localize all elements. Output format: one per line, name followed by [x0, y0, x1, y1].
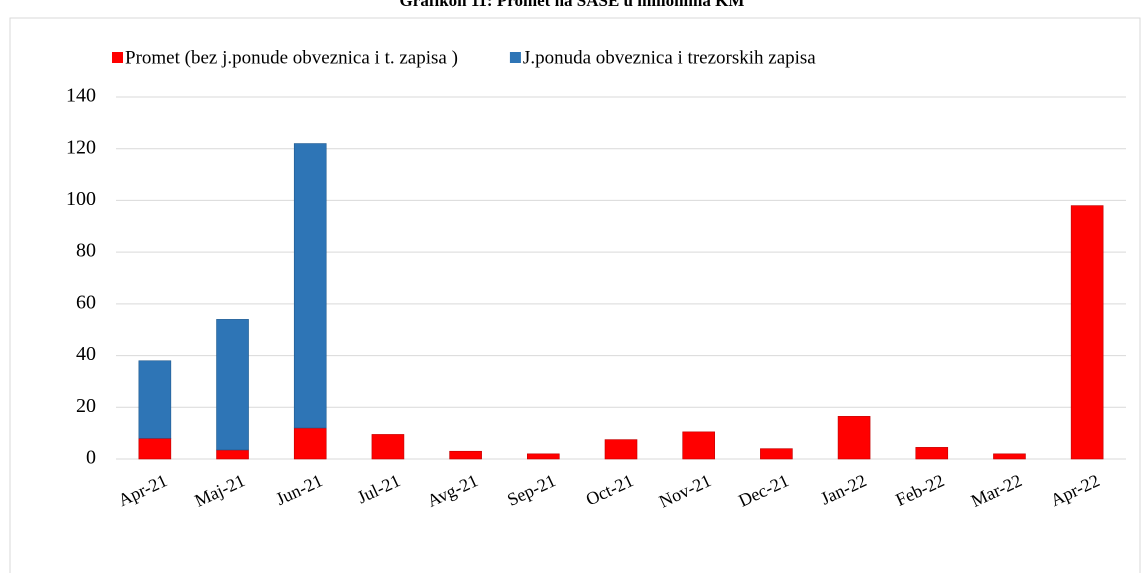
y-tick-label: 140 — [66, 85, 96, 107]
bar — [682, 431, 715, 460]
bar — [216, 449, 249, 460]
bar — [293, 427, 327, 460]
bar — [371, 434, 405, 460]
legend-label: Promet (bez j.ponude obveznica i t. zapi… — [125, 47, 458, 68]
bar — [604, 439, 638, 460]
bar — [138, 438, 172, 460]
y-tick-label: 100 — [66, 188, 96, 210]
bar — [216, 319, 249, 451]
y-tick-label: 60 — [76, 291, 96, 313]
bar — [915, 447, 949, 460]
bar — [993, 453, 1026, 460]
bar — [449, 450, 482, 460]
bar — [760, 448, 793, 460]
y-tick-label: 0 — [86, 447, 96, 469]
legend-swatch — [112, 52, 123, 63]
bar — [293, 143, 327, 429]
chart-title: Grafikon 11: Promet na SASE u milionima … — [400, 0, 745, 10]
y-tick-label: 40 — [76, 343, 96, 365]
y-tick-label: 20 — [76, 395, 96, 417]
chart-border — [9, 17, 1141, 573]
bar — [527, 453, 560, 460]
y-tick-label: 120 — [66, 136, 96, 158]
bar — [138, 360, 172, 439]
legend-label: J.ponuda obveznica i trezorskih zapisa — [523, 47, 816, 68]
y-tick-label: 80 — [76, 240, 96, 262]
bar — [1070, 205, 1104, 460]
legend-swatch — [509, 52, 521, 63]
bar — [837, 416, 871, 460]
